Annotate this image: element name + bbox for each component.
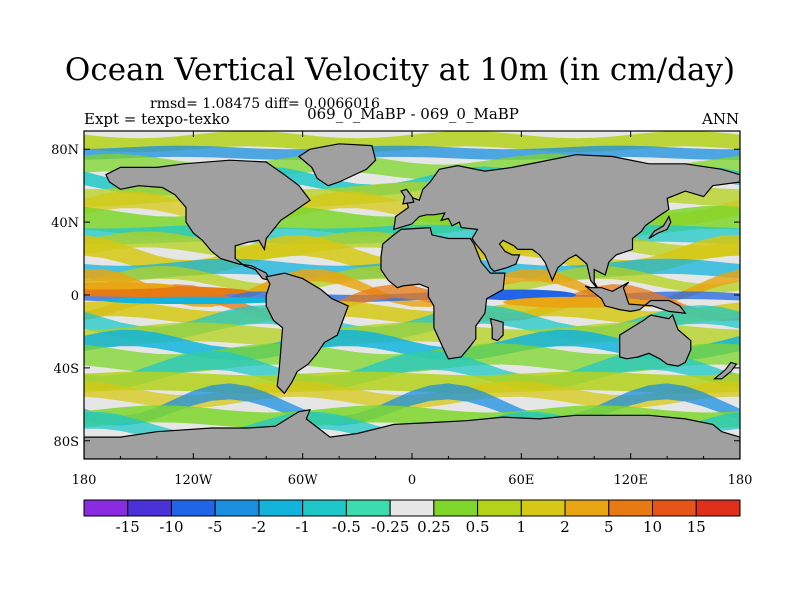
season-label: ANN	[702, 110, 740, 128]
y-axis: 80N 40N 0 40S 80S	[51, 143, 740, 450]
x-tick-label: 120W	[174, 473, 213, 488]
land-japan	[648, 215, 672, 240]
velocity-patch	[84, 282, 176, 290]
colorbar-label: 0.25	[417, 518, 450, 536]
colorbar: -15 -10 -5 -2 -1 -0.5 -0.25 0.25 0.5 1 2 5 10 15	[83, 499, 741, 536]
colorbar-swatch	[520, 499, 566, 517]
colorbar-swatch	[127, 499, 172, 517]
y-tick-label: 80S	[54, 435, 79, 450]
plot-area	[84, 131, 740, 459]
y-tick-label: 40N	[51, 216, 79, 231]
land-indonesia	[584, 281, 687, 314]
land-eurasia	[393, 154, 740, 292]
land-masses	[84, 143, 740, 459]
colorbar-label: -0.25	[371, 518, 409, 536]
x-tick-label: 180	[728, 473, 753, 488]
experiment-label: Expt = texpo-texko	[84, 110, 230, 128]
colorbar-label: 2	[560, 518, 570, 536]
colorbar-swatch	[389, 499, 435, 517]
colorbar-swatch	[214, 499, 260, 517]
stats-text: rmsd= 1.08475 diff= 0.0066016	[150, 96, 380, 112]
x-tick-label: 180	[72, 473, 97, 488]
land-greenland	[298, 143, 377, 187]
colorbar-swatch	[83, 499, 129, 517]
colorbar-label: -2	[252, 518, 267, 536]
colorbar-swatch	[695, 499, 741, 517]
velocity-patch	[102, 296, 285, 305]
colorbar-swatch	[652, 499, 697, 517]
x-tick-label: 120E	[614, 473, 648, 488]
colorbar-label: 1	[517, 518, 527, 536]
land-australia	[619, 313, 692, 367]
y-tick-label: 80N	[51, 143, 79, 158]
x-tick-label: 60E	[508, 473, 534, 488]
land-south-america	[265, 272, 349, 395]
colorbar-label: -15	[116, 518, 140, 536]
colorbar-label: -10	[159, 518, 183, 536]
colorbar-swatch	[345, 499, 391, 517]
colorbar-label: -0.5	[332, 518, 361, 536]
land-north-america	[105, 159, 311, 282]
colorbar-label: 0.5	[466, 518, 490, 536]
land-africa	[380, 226, 506, 360]
y-tick-label: 40S	[54, 362, 79, 377]
colorbar-swatch	[433, 499, 479, 517]
land-madagascar	[489, 317, 504, 342]
colorbar-label: 5	[604, 518, 614, 536]
colorbar-swatch	[170, 499, 216, 517]
colorbar-swatch	[302, 499, 347, 517]
colorbar-swatch	[608, 499, 654, 517]
land-antarctica	[84, 409, 740, 459]
x-axis: 180 120W 60W 0 60E 120E 180	[72, 131, 753, 488]
x-tick-label: 0	[408, 473, 416, 488]
colorbar-label: -5	[208, 518, 223, 536]
colorbar-label: -1	[295, 518, 310, 536]
colorbar-swatch	[258, 499, 304, 517]
land-britain	[400, 188, 415, 205]
chart-title: Ocean Vertical Velocity at 10m (in cm/da…	[64, 52, 736, 88]
colorbar-swatch	[477, 499, 522, 517]
colorbar-label: 15	[687, 518, 706, 536]
period-label: 069_0_MaBP - 069_0_MaBP	[307, 105, 519, 123]
land-new-zealand	[712, 361, 738, 380]
x-tick-label: 60W	[288, 473, 319, 488]
y-tick-label: 0	[71, 289, 79, 304]
colorbar-swatch	[564, 499, 610, 517]
colorbar-label: 10	[643, 518, 662, 536]
